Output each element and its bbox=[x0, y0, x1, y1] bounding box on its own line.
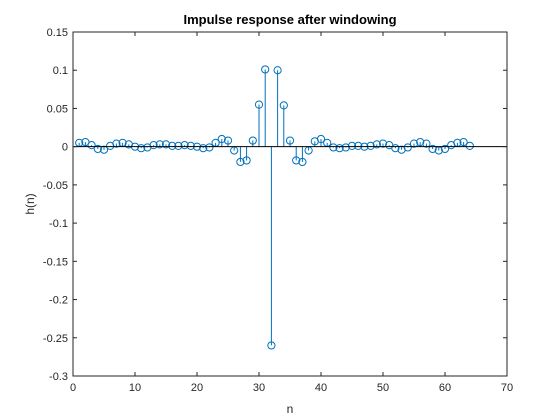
y-tick-label: -0.2 bbox=[49, 295, 68, 307]
stem-marker bbox=[391, 144, 400, 153]
x-tick-label: 10 bbox=[129, 382, 141, 394]
stem-series bbox=[73, 65, 507, 350]
stem-marker bbox=[372, 140, 381, 149]
y-tick-label: -0.1 bbox=[49, 218, 68, 230]
stem-marker bbox=[168, 141, 177, 151]
y-tick-label: -0.15 bbox=[43, 256, 68, 268]
stem-marker bbox=[242, 156, 251, 165]
stem-marker bbox=[341, 143, 350, 152]
stem-marker bbox=[236, 157, 245, 167]
stem-marker bbox=[335, 144, 344, 153]
plot-area bbox=[73, 32, 507, 376]
stem-marker bbox=[248, 136, 257, 145]
y-tick-label: 0.1 bbox=[53, 65, 68, 77]
y-tick-label: 0 bbox=[62, 142, 68, 154]
stem-marker bbox=[161, 140, 171, 149]
x-tick-label: 40 bbox=[315, 382, 327, 394]
stem-marker bbox=[347, 141, 357, 151]
stem-marker bbox=[316, 134, 326, 144]
stem-marker bbox=[422, 139, 431, 148]
stem-marker bbox=[87, 141, 96, 150]
stem-marker bbox=[403, 143, 412, 152]
stem-marker bbox=[440, 144, 450, 154]
stem-marker bbox=[366, 141, 375, 151]
stem-marker bbox=[180, 141, 189, 150]
stem-marker bbox=[354, 141, 363, 151]
chart-title: Impulse response after windowing bbox=[183, 12, 396, 27]
stem-marker bbox=[205, 143, 214, 152]
stem-marker bbox=[186, 141, 195, 151]
x-tick-label: 70 bbox=[501, 382, 513, 394]
x-tick-label: 20 bbox=[191, 382, 203, 394]
stem-marker bbox=[378, 139, 388, 148]
stem-marker bbox=[99, 145, 109, 154]
stem-marker bbox=[285, 136, 295, 145]
stem-marker bbox=[93, 144, 102, 154]
stem-marker bbox=[409, 139, 419, 148]
stem-marker bbox=[112, 139, 121, 148]
stem-marker bbox=[273, 66, 282, 75]
y-tick-label: -0.3 bbox=[49, 371, 68, 383]
y-axis-label: h(n) bbox=[23, 193, 37, 214]
y-tick-label: -0.05 bbox=[43, 180, 68, 192]
stem-marker bbox=[223, 136, 233, 145]
stem-marker bbox=[267, 341, 276, 350]
x-tick-label: 60 bbox=[439, 382, 451, 394]
stem-marker bbox=[155, 140, 164, 149]
x-axis-label: n bbox=[287, 402, 294, 416]
stem-marker bbox=[465, 141, 474, 151]
stem-marker bbox=[459, 137, 468, 147]
stem-marker bbox=[428, 144, 437, 154]
stem-marker bbox=[137, 144, 146, 153]
y-tick-label: 0.05 bbox=[47, 103, 68, 115]
stem-marker bbox=[217, 134, 226, 144]
stem-marker bbox=[254, 100, 264, 109]
y-tick-label: -0.25 bbox=[43, 333, 68, 345]
stem-marker bbox=[298, 157, 307, 167]
stem-marker bbox=[329, 143, 338, 152]
stem-marker bbox=[199, 144, 208, 153]
stem-marker bbox=[261, 65, 270, 74]
y-tick-label: 0.15 bbox=[47, 27, 68, 39]
stem-marker bbox=[149, 141, 158, 150]
x-tick-label: 0 bbox=[70, 382, 76, 394]
x-tick-label: 30 bbox=[253, 382, 265, 394]
stem-marker bbox=[279, 101, 288, 110]
axes-box bbox=[72, 31, 508, 377]
stem-marker bbox=[292, 156, 301, 165]
x-tick-label: 50 bbox=[377, 382, 389, 394]
stem-marker bbox=[416, 137, 425, 147]
stem-marker bbox=[174, 141, 183, 151]
